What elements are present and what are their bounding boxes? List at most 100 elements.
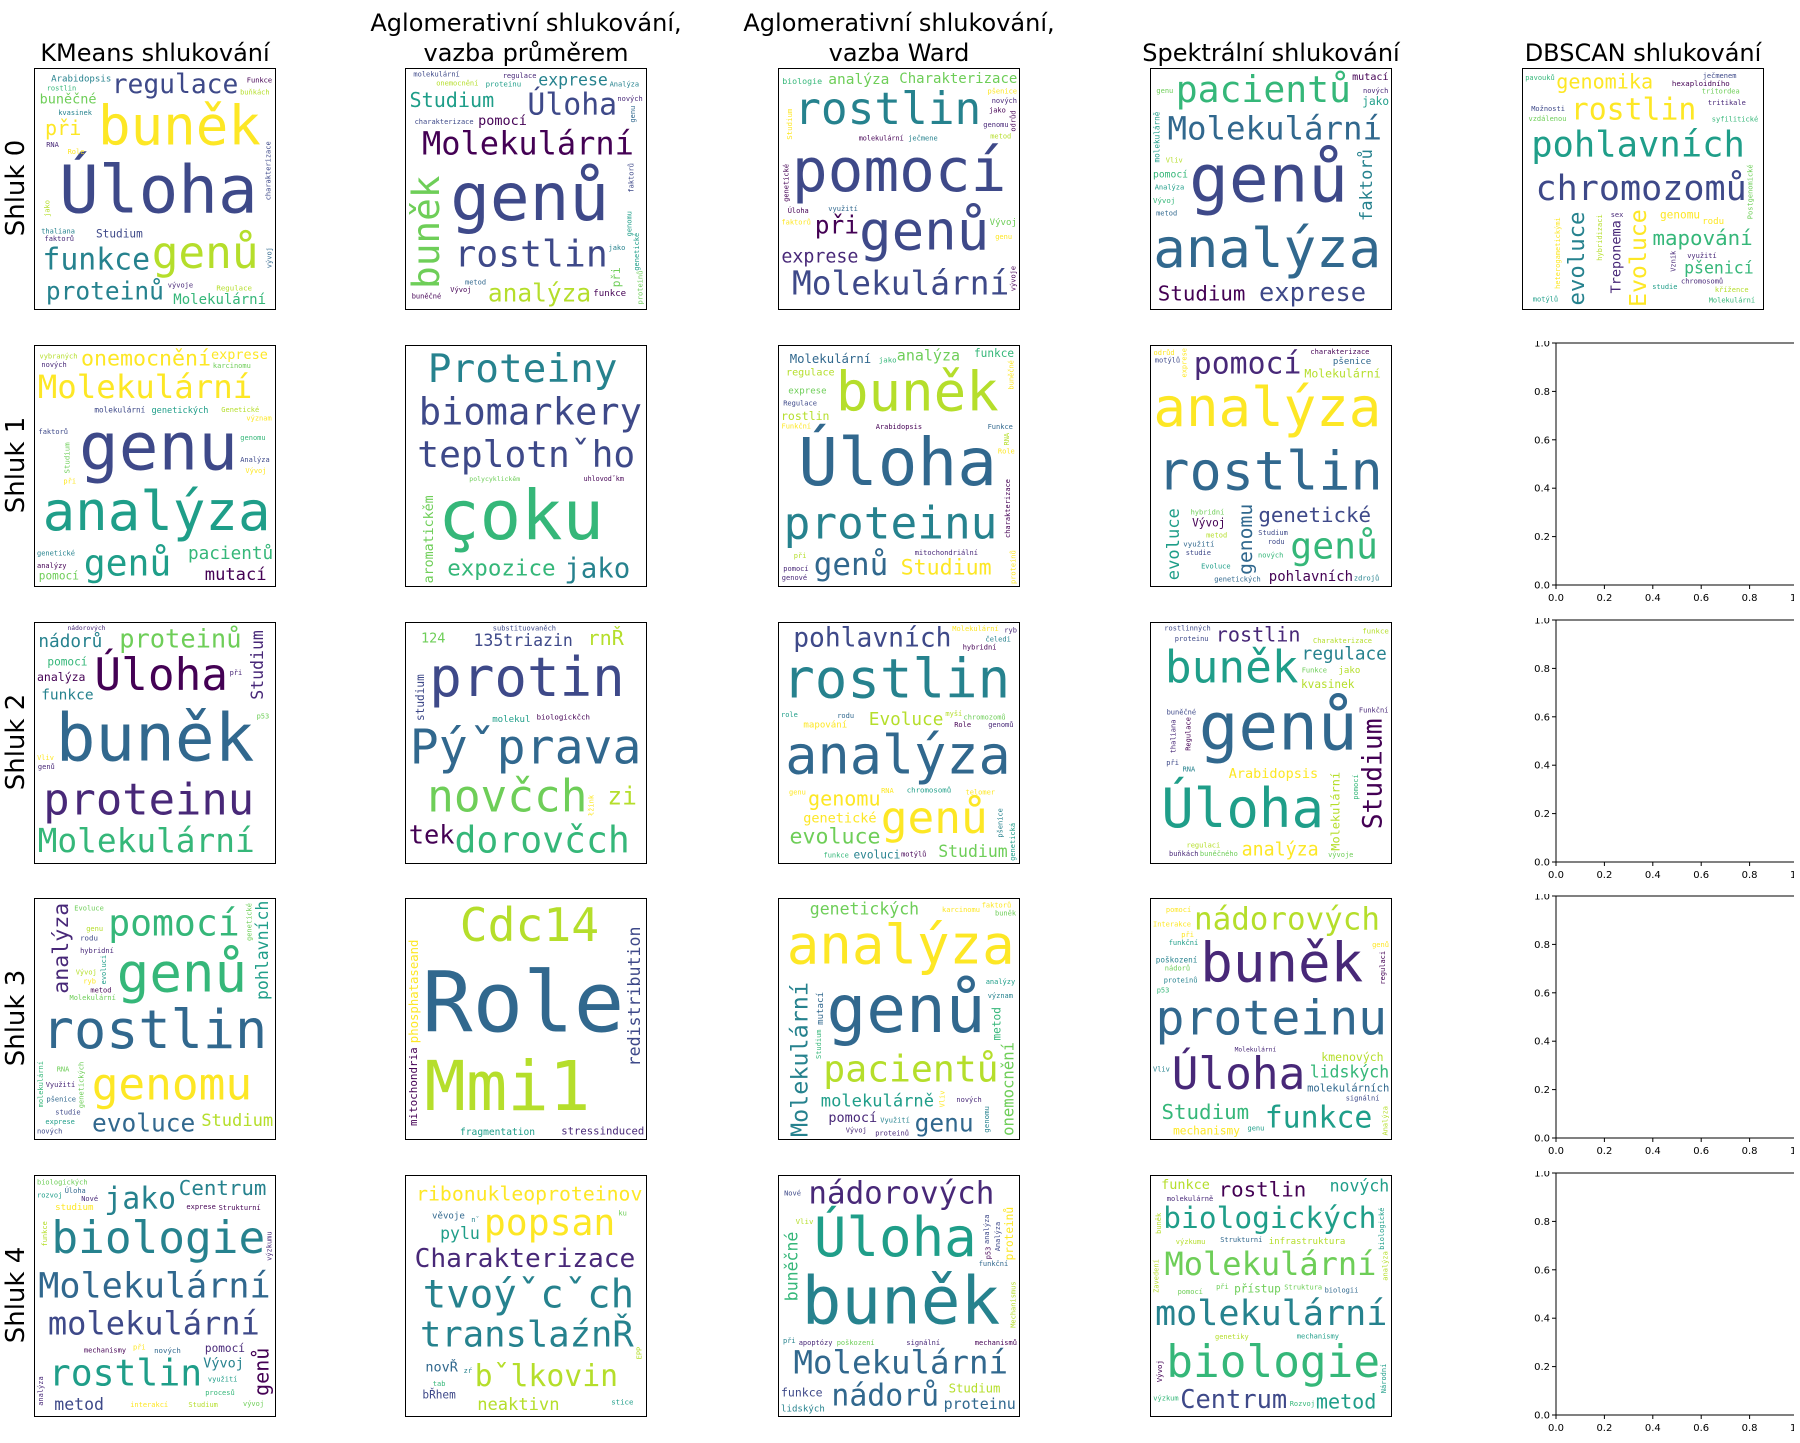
cloud-word: pomocí — [478, 113, 527, 129]
cloud-word: poškození — [1156, 956, 1198, 965]
cloud-word: Vliv — [1153, 1066, 1170, 1074]
cloud-word: genů — [152, 228, 259, 279]
cloud-word: rodu — [1702, 217, 1724, 227]
cloud-word: Molekulární — [173, 292, 266, 308]
cloud-word: fragmentation — [460, 1127, 535, 1138]
cloud-word: Úloha — [788, 206, 809, 215]
cloud-word: vývoje — [1328, 851, 1353, 859]
cloud-word: Arabidopsis — [1229, 766, 1318, 782]
word-cloud: proteinu buněk Úloha nádorových funkce Studiu… — [1150, 898, 1392, 1140]
cloud-word: Vývoj — [203, 1356, 244, 1372]
cloud-word: motýlů — [901, 850, 926, 858]
cloud-word: pacientů — [1176, 69, 1351, 111]
word-cloud-svg: analýza rostlin genů pohlavních evoluce Evolu… — [781, 624, 1017, 862]
cloud-word: Regulace — [783, 400, 817, 408]
cloud-word: genetických — [1214, 576, 1260, 584]
cloud-word: Molekulární — [1304, 367, 1380, 381]
cloud-word: Role — [422, 953, 624, 1051]
cloud-word: Strukturní — [1220, 1236, 1262, 1244]
x-tick-label: 1.0 — [1790, 593, 1794, 604]
cloud-word: buněčné — [40, 92, 97, 108]
cloud-word: nových — [1363, 87, 1388, 95]
cloud-word: expozice — [447, 556, 555, 582]
cloud-word: proteinů — [875, 1129, 909, 1137]
word-cloud: pomocí genů rostlin Molekulární exprese při an… — [778, 68, 1020, 310]
cloud-word: mitochondriální — [915, 549, 978, 557]
x-tick-label: 0.0 — [1548, 593, 1564, 604]
cloud-word: využití — [828, 205, 858, 213]
cloud-word: procesů — [205, 1389, 235, 1397]
y-tick-label: 0.4 — [1534, 1037, 1550, 1048]
cloud-word: metod — [90, 986, 111, 994]
cloud-word: neaktivn — [477, 1395, 559, 1415]
cloud-word: Vývoj — [846, 1126, 867, 1134]
cloud-word: proteinu — [1175, 635, 1209, 643]
cloud-word: při — [783, 1337, 796, 1345]
x-tick-label: 0.0 — [1548, 1423, 1564, 1434]
x-tick-label: 0.6 — [1693, 593, 1709, 604]
cloud-word: RNA — [881, 787, 894, 795]
cloud-word: pšenice — [997, 808, 1005, 838]
cloud-word: pomocí — [783, 565, 808, 573]
cloud-word: Molekulární — [1328, 772, 1342, 851]
cloud-word: přístup — [1234, 1282, 1281, 1295]
cloud-word: genů — [117, 941, 247, 1004]
cloud-word: Vývoj — [1153, 196, 1175, 205]
cloud-word: rozvoj — [37, 1191, 62, 1199]
cloud-word: genu — [915, 1108, 974, 1137]
cloud-word: Studium — [63, 442, 72, 474]
cloud-word: rostlin — [781, 409, 829, 423]
cloud-word: tvoýˇcˇch — [423, 1273, 634, 1318]
cloud-word: genomu — [626, 211, 634, 236]
word-cloud: genů analýza Molekulární pacientů onemocnění… — [778, 898, 1020, 1140]
x-tick-label: 0.6 — [1693, 870, 1709, 881]
y-tick-label: 0.8 — [1534, 387, 1550, 398]
cloud-word: vývoje — [1009, 266, 1017, 291]
cloud-word: dorovčch — [455, 819, 630, 862]
cloud-word: nových — [1330, 1177, 1390, 1196]
cloud-word: metod — [465, 278, 486, 286]
word-cloud-svg: genůÚlohabuněkStudiumanalýzaregulacerost… — [1161, 623, 1389, 860]
cloud-word: pomocí — [47, 655, 87, 668]
cloud-word: Využití — [880, 1117, 910, 1125]
cloud-word: analýza — [1242, 839, 1319, 860]
x-tick-label: 0.4 — [1645, 593, 1661, 604]
column-title: KMeans shlukování — [40, 39, 270, 67]
cloud-word: metod — [1156, 209, 1177, 217]
cloud-word: pšenice — [988, 88, 1018, 96]
cloud-word: genomu — [1234, 504, 1257, 575]
cloud-word: genetické — [1258, 503, 1371, 527]
cloud-word: motýlů — [1533, 296, 1558, 304]
column-title: Aglomerativní shlukování, vazba průměrem — [370, 9, 682, 67]
word-cloud: buněk proteinu Úloha Molekulární proteinů nád… — [34, 622, 276, 864]
cloud-word: buněk — [406, 175, 448, 289]
cloud-word: genů — [881, 793, 988, 844]
cloud-word: translaźnŘ — [420, 1314, 634, 1356]
cloud-word: analýzy — [986, 978, 1016, 986]
cloud-word: analýza — [828, 72, 889, 88]
word-cloud: Pýˇprava protin novčch dorovčch tek zi rnŘ 135t… — [405, 622, 647, 864]
cloud-word: genetické — [37, 549, 75, 557]
cloud-word: pomocí — [205, 1342, 245, 1355]
cloud-word: Centrum — [1180, 1384, 1287, 1414]
row-label: Shluk 0 — [1, 139, 31, 237]
empty-axes-svg: 0.0 0.2 0.4 0.6 0.8 1.0 0.0 0.2 0.4 0.6 0.8 1.0 — [1534, 616, 1800, 882]
cloud-word: karcinomu — [213, 362, 251, 370]
cloud-word: metod — [990, 132, 1011, 140]
cloud-word: zŕ — [464, 1367, 472, 1375]
cloud-word: Regulace — [216, 284, 252, 293]
cloud-word: využití — [208, 1375, 238, 1383]
cloud-word: exprese — [1259, 277, 1366, 307]
cloud-word: proteinů — [636, 271, 644, 305]
cloud-word: pacientů — [823, 1047, 998, 1090]
cloud-word: regulace — [503, 72, 537, 80]
cloud-word: syfilitické — [1712, 115, 1758, 123]
cloud-word: bˇlkovin — [475, 1359, 619, 1394]
empty-axes: 0.0 0.2 0.4 0.6 0.8 1.0 0.0 0.2 0.4 0.6 0.8 1.0 — [1514, 892, 1800, 1166]
cloud-word: jako — [989, 106, 1006, 114]
cloud-word: proteinů — [1164, 976, 1198, 984]
empty-axes-svg: 0.0 0.2 0.4 0.6 0.8 1.0 0.0 0.2 0.4 0.6 0.8 1.0 — [1534, 892, 1800, 1158]
